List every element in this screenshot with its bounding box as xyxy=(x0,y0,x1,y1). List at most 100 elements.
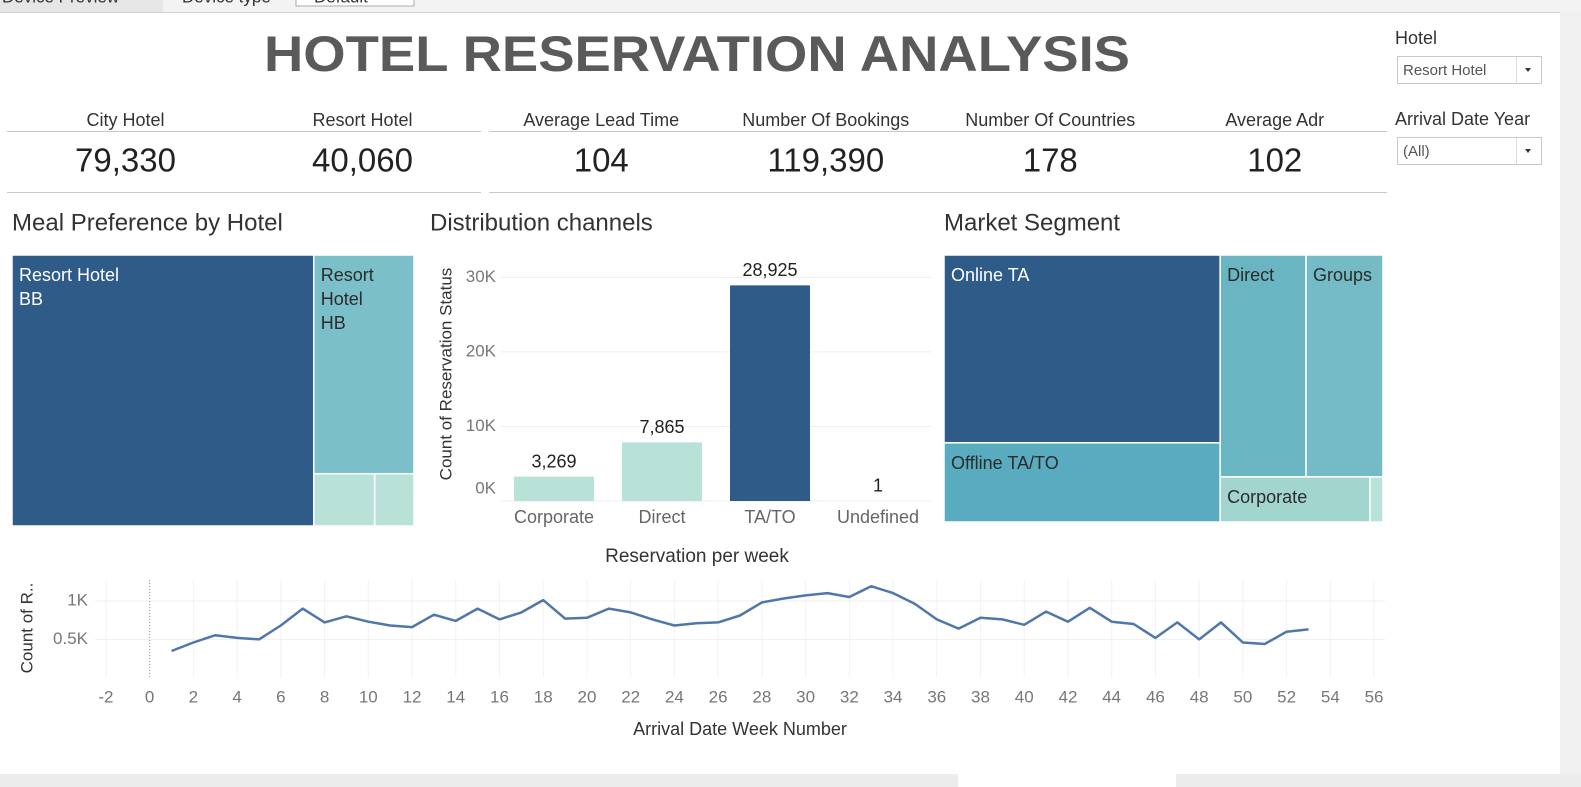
kpi-value: 178 xyxy=(1023,142,1078,179)
kpi-label: Number Of Bookings xyxy=(742,110,909,130)
x-tick-label: TA/TO xyxy=(744,507,795,527)
treemap-cell xyxy=(1369,476,1384,523)
kpi-label: Number Of Countries xyxy=(965,110,1135,130)
filter-label: Arrival Date Year xyxy=(1395,109,1530,129)
x-tick-label: 38 xyxy=(971,687,990,706)
x-tick-label: 52 xyxy=(1277,687,1296,706)
value-label: 28,925 xyxy=(742,260,797,280)
x-tick-label: 18 xyxy=(534,687,553,706)
dropdown-arrow xyxy=(1525,68,1531,72)
line-series xyxy=(171,584,1309,653)
cell-label-box: Offline TA/TO xyxy=(951,451,1217,475)
dashboard-title: HOTEL RESERVATION ANALYSIS xyxy=(264,26,1130,82)
kpi-value: 79,330 xyxy=(75,142,176,179)
y-axis-title: Count of R.. xyxy=(17,583,36,674)
bar xyxy=(730,285,810,501)
x-tick-label: 2 xyxy=(189,687,198,706)
cell-label-box: Resort Hotel HB xyxy=(321,263,411,335)
x-tick-label: 54 xyxy=(1321,687,1340,706)
chart-title: Distribution channels xyxy=(430,209,653,236)
x-tick-label: Direct xyxy=(638,507,685,527)
chart-title: Market Segment xyxy=(944,209,1120,236)
x-tick-label: 0 xyxy=(145,687,154,706)
device-type-select[interactable] xyxy=(295,0,415,7)
x-tick-label: 50 xyxy=(1233,687,1252,706)
y-tick-label: 0K xyxy=(475,478,496,497)
filter-dropdown[interactable] xyxy=(1397,137,1542,165)
cell-label-box: Corporate xyxy=(1227,485,1367,509)
cell-category: Corporate xyxy=(1227,486,1308,507)
filter-value: Resort Hotel xyxy=(1403,62,1486,79)
y-tick-label: 20K xyxy=(466,341,497,360)
x-tick-label: 32 xyxy=(840,687,859,706)
preview-tab[interactable] xyxy=(0,0,163,12)
dropdown-arrow xyxy=(1525,149,1531,153)
sheet-tabs xyxy=(0,774,1581,787)
kpi-value: 40,060 xyxy=(312,142,413,179)
x-tick-label: 28 xyxy=(752,687,771,706)
cell-category: HB xyxy=(320,313,346,333)
preview-label[interactable]: Device Preview xyxy=(2,0,120,6)
x-tick-label: 34 xyxy=(884,687,903,706)
x-tick-label: Corporate xyxy=(514,507,594,527)
x-tick-label: 40 xyxy=(1015,687,1034,706)
x-tick-label: 12 xyxy=(403,687,422,706)
cell-category: Online TA xyxy=(951,265,1030,285)
cell-label-box: Online TA xyxy=(951,263,1217,287)
cell-label: Groups xyxy=(1313,263,1380,287)
kpi-value: 104 xyxy=(574,142,629,179)
x-tick-label: 20 xyxy=(577,687,596,706)
cell-label: Online TA xyxy=(951,263,1217,287)
scroll-area xyxy=(1560,12,1581,774)
x-tick-label: 36 xyxy=(927,687,946,706)
bar xyxy=(622,442,702,501)
cell-category: BB xyxy=(19,289,44,309)
x-axis-title: Arrival Date Week Number xyxy=(633,719,847,739)
treemap-cell xyxy=(943,442,1221,523)
bar xyxy=(514,476,594,501)
x-tick-label: 26 xyxy=(709,687,728,706)
kpi-label: Average Lead Time xyxy=(523,110,679,130)
treemap-cell xyxy=(373,472,415,527)
chart-title: Reservation per week xyxy=(605,546,789,567)
cell-label: Resort Hotel BB xyxy=(19,263,311,311)
value-label: 7,865 xyxy=(639,417,684,437)
x-tick-label: 42 xyxy=(1059,687,1078,706)
kpi-value: 119,390 xyxy=(767,142,884,179)
x-tick-label: 4 xyxy=(232,687,241,706)
x-tick-label: 48 xyxy=(1190,687,1209,706)
treemap-cell xyxy=(943,254,1221,444)
x-tick-label: Undefined xyxy=(837,507,919,527)
active-sheet-tab[interactable] xyxy=(958,774,1176,787)
x-tick-label: 44 xyxy=(1102,687,1121,706)
cell-category: Groups xyxy=(1313,265,1373,285)
value-label: 1 xyxy=(873,476,883,496)
x-tick-label: 8 xyxy=(320,687,329,706)
cell-label-box: Direct xyxy=(1227,265,1274,285)
cell-hotel: Resort Hotel xyxy=(320,265,374,309)
kpi-label: Resort Hotel xyxy=(312,110,412,130)
x-tick-label: -2 xyxy=(98,687,113,706)
x-tick-label: 6 xyxy=(276,687,285,706)
x-tick-label: 14 xyxy=(446,687,465,706)
device-type-value: Default xyxy=(314,0,368,6)
filter-label: Hotel xyxy=(1395,28,1437,48)
y-tick-label: 0.5K xyxy=(53,629,89,648)
x-tick-label: 24 xyxy=(665,687,684,706)
cell-label-box: Resort Hotel BB xyxy=(19,263,311,311)
filter-dropdown[interactable] xyxy=(1397,56,1542,84)
x-tick-label: 56 xyxy=(1365,687,1384,706)
device-type-label: Device type xyxy=(182,0,271,6)
cell-label: Offline TA/TO xyxy=(951,451,1217,475)
filter-value: (All) xyxy=(1403,143,1430,160)
y-tick-label: 10K xyxy=(466,416,497,435)
treemap-cell xyxy=(312,472,376,527)
x-tick-label: 22 xyxy=(621,687,640,706)
y-tick-label: 1K xyxy=(67,590,88,609)
x-tick-label: 30 xyxy=(796,687,815,706)
x-tick-label: 10 xyxy=(359,687,378,706)
cell-label: Resort Hotel HB xyxy=(321,263,411,335)
cell-label: Corporate xyxy=(1227,485,1367,509)
